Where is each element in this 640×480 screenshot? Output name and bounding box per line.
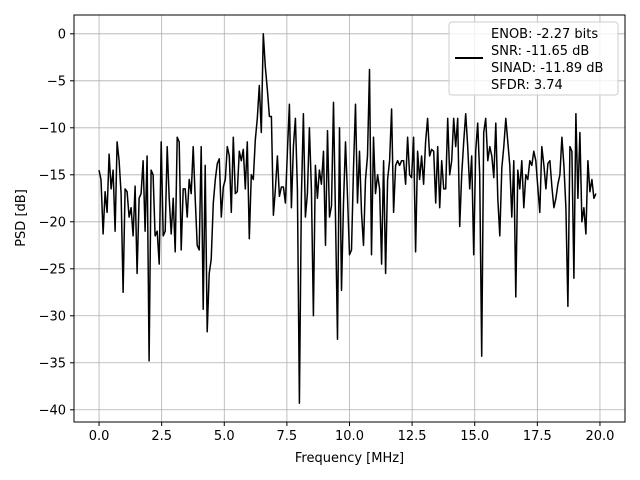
x-tick-label: 7.5 bbox=[277, 429, 298, 444]
psd-series-line bbox=[98, 33, 597, 404]
y-tick-label: −35 bbox=[39, 356, 66, 371]
x-tick-label: 15.0 bbox=[460, 429, 489, 444]
y-tick-label: −20 bbox=[39, 215, 66, 230]
x-tick-label: 5.0 bbox=[214, 429, 235, 444]
x-axis-label: Frequency [MHz] bbox=[295, 451, 404, 466]
series-layer bbox=[98, 33, 597, 404]
legend-box bbox=[448, 21, 619, 96]
x-tick-label: 2.5 bbox=[151, 429, 172, 444]
legend-entry-snr: SNR: -11.65 dB bbox=[491, 44, 589, 59]
legend-entry-sinad: SINAD: -11.89 dB bbox=[491, 61, 603, 76]
x-tick-label: 12.5 bbox=[398, 429, 427, 444]
x-tick-label: 0.0 bbox=[89, 429, 110, 444]
y-tick-label: −5 bbox=[47, 74, 66, 89]
legend-entry-sfdr: SFDR: 3.74 bbox=[491, 78, 563, 93]
x-tick-label: 10.0 bbox=[335, 429, 364, 444]
y-tick-label: −30 bbox=[39, 309, 66, 324]
legend-entry-enob: ENOB: -2.27 bits bbox=[491, 27, 598, 42]
x-tick-label: 17.5 bbox=[523, 429, 552, 444]
y-tick-label: 0 bbox=[58, 27, 66, 42]
y-tick-label: −40 bbox=[39, 403, 66, 418]
y-axis-label: PSD [dB] bbox=[14, 189, 29, 247]
y-tick-label: −15 bbox=[39, 168, 66, 183]
y-tick-label: −10 bbox=[39, 121, 66, 136]
y-axis: 0 −5 −10 −15 −20 −25 −30 −35 −40 bbox=[39, 27, 74, 418]
legend: ENOB: -2.27 bits SNR: -11.65 dB SINAD: -… bbox=[448, 21, 619, 96]
y-tick-label: −25 bbox=[39, 262, 66, 277]
x-axis: 0.0 2.5 5.0 7.5 10.0 12.5 15.0 17.5 20.0 bbox=[89, 422, 614, 444]
x-tick-label: 20.0 bbox=[585, 429, 614, 444]
